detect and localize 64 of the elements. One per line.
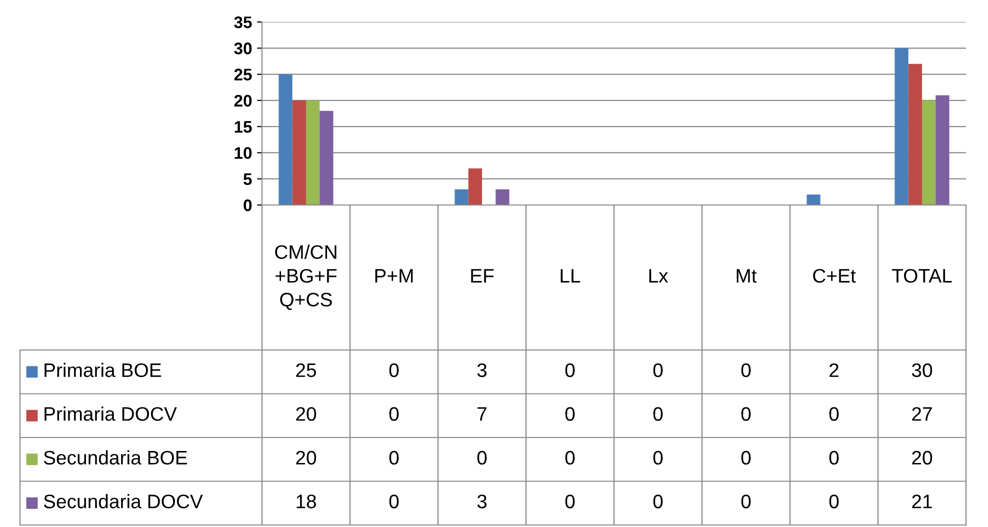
data-label: 7 bbox=[478, 407, 486, 421]
bar bbox=[908, 64, 922, 205]
bar bbox=[806, 194, 820, 205]
data-label: 0 bbox=[741, 450, 751, 465]
data-label: 0 bbox=[389, 407, 399, 421]
bar bbox=[894, 48, 908, 205]
data-label: 0 bbox=[741, 407, 751, 421]
data-label: 3 bbox=[477, 494, 487, 508]
y-tick-label: 10 bbox=[234, 147, 252, 159]
data-label: 0 bbox=[741, 363, 751, 378]
data-label: 0 bbox=[389, 363, 399, 378]
data-label: 0 bbox=[565, 407, 575, 421]
data-label: 0 bbox=[477, 450, 487, 465]
legend-label: Primaria BOE bbox=[44, 362, 162, 378]
x-tick-label: Mt bbox=[736, 269, 757, 283]
y-tick-label: 0 bbox=[244, 199, 252, 212]
data-label: 27 bbox=[912, 407, 932, 421]
x-tick-label: EF bbox=[471, 269, 494, 283]
data-label: 0 bbox=[653, 494, 663, 508]
data-label: 0 bbox=[829, 450, 839, 465]
legend-label: Primaria DOCV bbox=[44, 406, 177, 421]
x-tick-label: CM/CN+BG+FQ+CS bbox=[275, 244, 337, 310]
data-label: 20 bbox=[296, 407, 316, 421]
y-tick-label: 25 bbox=[234, 68, 252, 80]
legend-label: Secundaria BOE bbox=[44, 450, 187, 465]
x-tick-label: Lx bbox=[649, 269, 668, 283]
data-label: 25 bbox=[296, 363, 316, 378]
data-label: 18 bbox=[296, 494, 316, 508]
y-tick-label: 5 bbox=[244, 173, 252, 186]
data-label: 21 bbox=[912, 494, 932, 508]
data-label: 3 bbox=[477, 363, 487, 378]
data-label: 0 bbox=[829, 407, 839, 421]
y-tick-label: 35 bbox=[234, 16, 252, 28]
bar bbox=[496, 189, 510, 205]
bar bbox=[936, 95, 950, 205]
data-label: 0 bbox=[653, 450, 663, 465]
bar bbox=[468, 168, 482, 205]
data-label: 0 bbox=[741, 494, 751, 508]
data-label: 0 bbox=[565, 450, 575, 465]
y-tick-label: 20 bbox=[234, 94, 252, 107]
bar bbox=[306, 100, 320, 205]
data-label: 0 bbox=[565, 494, 575, 508]
bar bbox=[454, 189, 468, 205]
data-label: 20 bbox=[912, 450, 932, 465]
bar bbox=[292, 100, 306, 205]
data-label: 30 bbox=[912, 363, 932, 378]
data-label: 0 bbox=[653, 407, 663, 421]
data-label: 0 bbox=[389, 494, 399, 508]
data-label: 0 bbox=[653, 363, 663, 378]
bar bbox=[278, 74, 292, 205]
x-tick-label: TOTAL bbox=[892, 268, 952, 283]
x-tick-label: P+M bbox=[375, 269, 413, 283]
x-tick-label: C+Et bbox=[813, 268, 856, 283]
data-label: 20 bbox=[296, 450, 316, 465]
x-tick-label: LL bbox=[560, 269, 580, 283]
data-label: 0 bbox=[829, 494, 839, 508]
y-tick-label: 30 bbox=[234, 42, 252, 54]
bar bbox=[922, 100, 936, 205]
y-tick-label: 15 bbox=[234, 121, 252, 133]
legend-label: Secundaria DOCV bbox=[44, 494, 203, 508]
bar bbox=[320, 110, 334, 205]
data-label: 0 bbox=[389, 450, 399, 465]
data-label: 0 bbox=[565, 363, 575, 378]
data-label: 2 bbox=[830, 363, 838, 377]
